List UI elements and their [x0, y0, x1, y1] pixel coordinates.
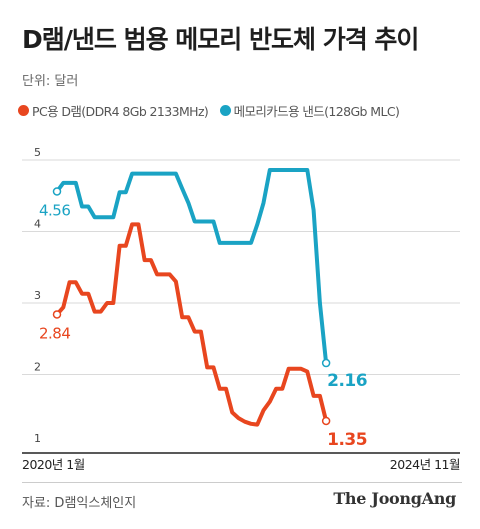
start-point-dram: [52, 310, 62, 319]
y-tick-label-1: 1: [34, 432, 41, 445]
legend-item-nand: 메모리카드용 낸드(128Gb MLC): [219, 101, 400, 120]
y-tick-label-4: 4: [34, 218, 41, 231]
unit-label: 단위: 달러: [22, 74, 79, 89]
legend-label-nand: 메모리카드용 낸드(128Gb MLC): [233, 104, 400, 119]
series-line-dram: [55, 222, 329, 427]
brand-logo: The JoongAng: [333, 489, 456, 508]
legend-item-dram: PC용 D램(DDR4 8Gb 2133MHz): [18, 101, 209, 120]
footer-divider: [22, 482, 462, 483]
end-point-nand: [321, 358, 331, 368]
legend: PC용 D램(DDR4 8Gb 2133MHz) 메모리카드용 낸드(128Gb…: [18, 101, 407, 120]
legend-dot-nand: [219, 105, 231, 116]
end-value-label-dram: 1.35: [327, 430, 367, 450]
x-tick-label-end: 2024년 11월: [390, 457, 460, 472]
end-point-dram: [321, 416, 331, 426]
legend-dot-dram: [18, 105, 29, 116]
y-tick-label-2: 2: [34, 361, 41, 374]
start-point-nand: [52, 187, 62, 196]
chart-title: D램/낸드 범용 메모리 반도체 가격 추이: [22, 25, 419, 54]
legend-label-dram: PC용 D램(DDR4 8Gb 2133MHz): [32, 104, 209, 119]
y-tick-label-3: 3: [34, 289, 41, 302]
source-note: 자료: D램익스체인지: [22, 496, 137, 511]
y-tick-label-5: 5: [34, 146, 41, 159]
start-value-label-dram: 2.84: [39, 324, 70, 342]
start-value-label-nand: 4.56: [39, 201, 70, 219]
x-tick-label-start: 2020년 1월: [22, 457, 85, 472]
end-value-label-nand: 2.16: [327, 371, 367, 391]
series-line-nand: [55, 168, 329, 366]
